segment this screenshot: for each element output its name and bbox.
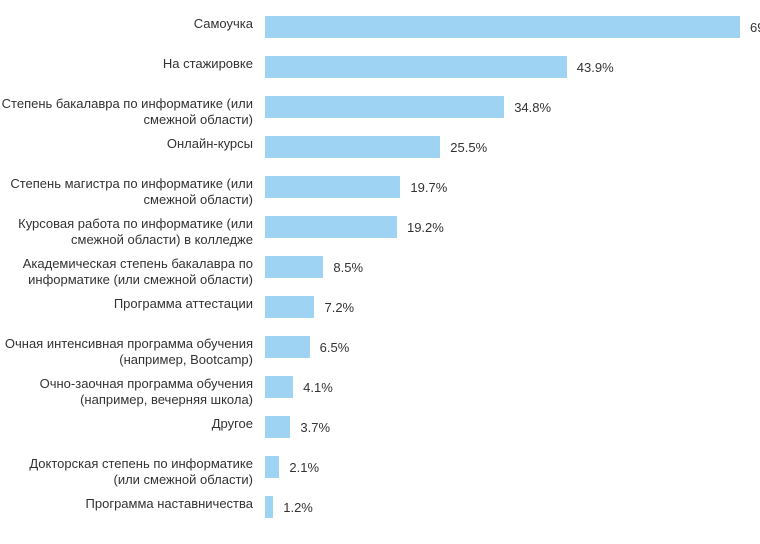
- bar-value: 69.1%: [750, 20, 760, 35]
- bar-label: Онлайн-курсы: [0, 132, 265, 152]
- bar-area: 8.5%: [265, 252, 750, 278]
- bar: [265, 256, 323, 278]
- bar: [265, 496, 273, 518]
- bar-area: 25.5%: [265, 132, 750, 158]
- bar: [265, 176, 400, 198]
- bar-label: Докторская степень по информатике (или с…: [0, 452, 265, 489]
- chart-row: Самоучка69.1%: [0, 12, 750, 50]
- bar-label: Программа наставничества: [0, 492, 265, 512]
- bar: [265, 16, 740, 38]
- bar-area: 19.2%: [265, 212, 750, 238]
- bar-label: Степень магистра по информатике (или сме…: [0, 172, 265, 209]
- chart-row: Степень магистра по информатике (или сме…: [0, 172, 750, 210]
- horizontal-bar-chart: Самоучка69.1%На стажировке43.9%Степень б…: [0, 0, 760, 544]
- bar: [265, 416, 290, 438]
- chart-row: Очная интенсивная программа обучения (на…: [0, 332, 750, 370]
- chart-row: Очно-заочная программа обучения (наприме…: [0, 372, 750, 410]
- bar-value: 2.1%: [289, 460, 319, 475]
- bar: [265, 96, 504, 118]
- bar-area: 7.2%: [265, 292, 750, 318]
- bar-value: 34.8%: [514, 100, 551, 115]
- bar-value: 8.5%: [333, 260, 363, 275]
- bar-area: 3.7%: [265, 412, 750, 438]
- bar-value: 19.2%: [407, 220, 444, 235]
- bar-value: 19.7%: [410, 180, 447, 195]
- bar: [265, 56, 567, 78]
- bar-area: 19.7%: [265, 172, 750, 198]
- bar-value: 25.5%: [450, 140, 487, 155]
- chart-row: Программа наставничества 1.2%: [0, 492, 750, 530]
- bar-area: 4.1%: [265, 372, 750, 398]
- bar-area: 43.9%: [265, 52, 750, 78]
- bar-area: 6.5%: [265, 332, 750, 358]
- chart-row: Степень бакалавра по информатике (или см…: [0, 92, 750, 130]
- chart-row: Академическая степень бакалавра по инфор…: [0, 252, 750, 290]
- bar-label: Другое: [0, 412, 265, 432]
- bar: [265, 296, 314, 318]
- bar-value: 7.2%: [324, 300, 354, 315]
- bar: [265, 336, 310, 358]
- bar-area: 1.2%: [265, 492, 750, 518]
- chart-row: На стажировке 43.9%: [0, 52, 750, 90]
- bar-value: 43.9%: [577, 60, 614, 75]
- bar-value: 4.1%: [303, 380, 333, 395]
- chart-row: Онлайн-курсы 25.5%: [0, 132, 750, 170]
- bar-label: Самоучка: [0, 12, 265, 32]
- bar-area: 69.1%: [265, 12, 760, 38]
- bar-value: 3.7%: [300, 420, 330, 435]
- bar-label: Курсовая работа по информатике (или смеж…: [0, 212, 265, 249]
- chart-row: Докторская степень по информатике (или с…: [0, 452, 750, 490]
- bar: [265, 456, 279, 478]
- bar-area: 34.8%: [265, 92, 750, 118]
- chart-row: Курсовая работа по информатике (или смеж…: [0, 212, 750, 250]
- bar: [265, 376, 293, 398]
- bar-label: Программа аттестации: [0, 292, 265, 312]
- chart-row: Другое 3.7%: [0, 412, 750, 450]
- chart-row: Программа аттестации 7.2%: [0, 292, 750, 330]
- bar-label: Степень бакалавра по информатике (или см…: [0, 92, 265, 129]
- bar-value: 1.2%: [283, 500, 313, 515]
- bar: [265, 216, 397, 238]
- bar-area: 2.1%: [265, 452, 750, 478]
- bar-value: 6.5%: [320, 340, 350, 355]
- bar-label: Очно-заочная программа обучения (наприме…: [0, 372, 265, 409]
- bar: [265, 136, 440, 158]
- bar-label: Академическая степень бакалавра по инфор…: [0, 252, 265, 289]
- bar-label: На стажировке: [0, 52, 265, 72]
- bar-label: Очная интенсивная программа обучения (на…: [0, 332, 265, 369]
